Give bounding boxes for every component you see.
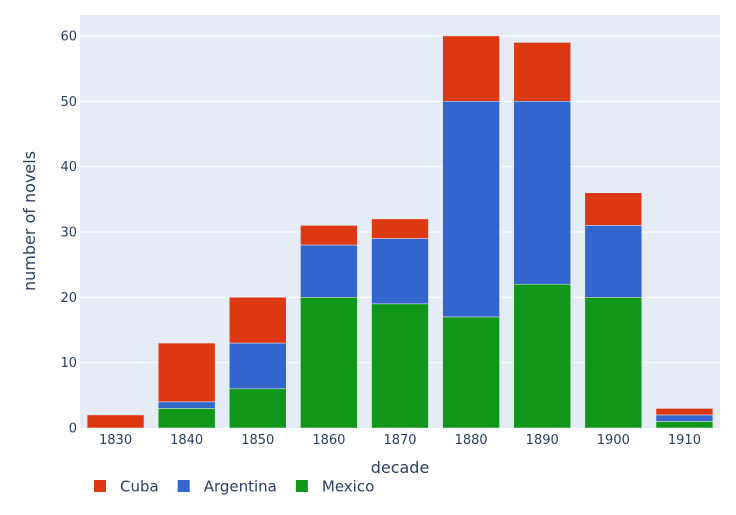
legend-label: Mexico bbox=[322, 478, 374, 496]
y-axis-ticks: 0 10 20 30 40 50 60 bbox=[60, 29, 77, 436]
x-tick-label: 1890 bbox=[526, 433, 559, 448]
y-axis-title: number of novels bbox=[20, 151, 39, 291]
bar-argentina-1890 bbox=[513, 101, 571, 285]
x-tick-label: 1870 bbox=[383, 433, 416, 448]
x-tick-label: 1830 bbox=[99, 433, 132, 448]
y-tick-label: 10 bbox=[60, 356, 77, 371]
bar-mexico-1850 bbox=[229, 388, 287, 429]
legend: Cuba Argentina Mexico bbox=[94, 478, 374, 496]
bar-cuba-1830 bbox=[86, 414, 145, 429]
y-tick-label: 20 bbox=[60, 291, 77, 306]
legend-swatch bbox=[177, 480, 190, 492]
legend-label: Cuba bbox=[120, 478, 159, 496]
legend-swatch bbox=[94, 480, 106, 492]
x-tick-label: 1850 bbox=[241, 433, 274, 448]
bar-argentina-1900 bbox=[584, 225, 643, 298]
legend-item-mexico[interactable]: Mexico bbox=[295, 478, 374, 496]
y-tick-label: 0 bbox=[69, 422, 77, 437]
legend-item-cuba[interactable]: Cuba bbox=[94, 478, 159, 496]
bar-cuba-1910 bbox=[655, 408, 714, 416]
y-tick-label: 60 bbox=[60, 29, 77, 44]
legend-label: Argentina bbox=[204, 478, 277, 496]
bar-mexico-1870 bbox=[371, 303, 429, 429]
x-tick-label: 1900 bbox=[597, 433, 630, 448]
bar-mexico-1900 bbox=[584, 297, 643, 429]
x-tick-label: 1840 bbox=[170, 433, 203, 448]
bar-cuba-1850 bbox=[229, 297, 287, 344]
bar-mexico-1890 bbox=[513, 283, 571, 429]
legend-swatch bbox=[295, 480, 308, 492]
y-tick-label: 50 bbox=[60, 95, 77, 110]
x-axis-title: decade bbox=[371, 458, 430, 477]
bar-mexico-1880 bbox=[442, 316, 500, 429]
bar-argentina-1840 bbox=[157, 401, 216, 409]
bar-cuba-1880 bbox=[442, 35, 500, 102]
bar-argentina-1850 bbox=[229, 342, 287, 390]
bar-group bbox=[86, 35, 714, 429]
x-tick-label: 1880 bbox=[455, 433, 488, 448]
bar-cuba-1860 bbox=[300, 225, 358, 246]
bar-cuba-1890 bbox=[513, 42, 571, 102]
x-tick-label: 1910 bbox=[668, 433, 701, 448]
x-tick-label: 1860 bbox=[312, 433, 345, 448]
legend-item-argentina[interactable]: Argentina bbox=[177, 478, 277, 496]
bar-mexico-1860 bbox=[300, 297, 358, 429]
bar-cuba-1840 bbox=[157, 342, 216, 403]
bar-mexico-1840 bbox=[157, 408, 216, 429]
y-tick-label: 30 bbox=[60, 225, 77, 240]
bar-mexico-1910 bbox=[655, 421, 714, 429]
bar-argentina-1880 bbox=[442, 101, 500, 318]
x-axis-ticks: 1830 1840 1850 1860 1870 1880 1890 1900 1910 bbox=[99, 433, 701, 448]
y-tick-label: 40 bbox=[60, 160, 77, 175]
bar-argentina-1910 bbox=[655, 414, 714, 422]
bar-argentina-1870 bbox=[371, 238, 429, 305]
bar-argentina-1860 bbox=[300, 244, 358, 298]
bar-cuba-1870 bbox=[371, 218, 429, 239]
bar-cuba-1900 bbox=[584, 192, 643, 226]
